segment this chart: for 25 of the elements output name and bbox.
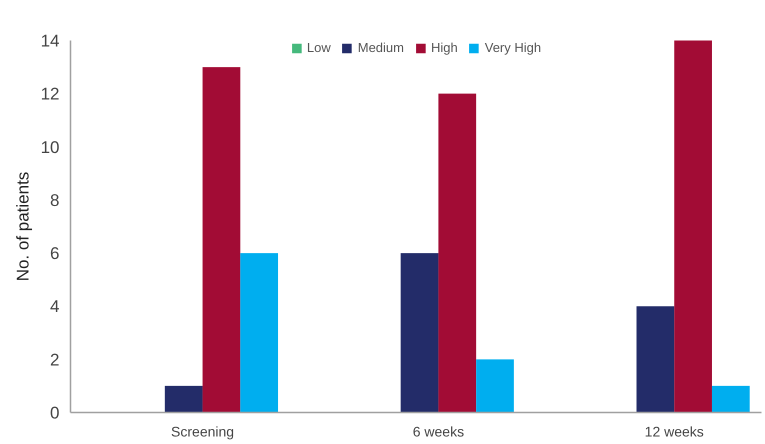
y-tick-label: 10 [40, 138, 60, 157]
y-axis-title: No. of patients [14, 172, 33, 282]
bar [202, 67, 240, 412]
legend-label: Low [306, 40, 331, 55]
y-tick-label: 12 [40, 84, 60, 104]
bar [240, 253, 278, 412]
y-tick-label: 8 [50, 190, 60, 210]
bar [476, 359, 514, 412]
y-tick-label: 0 [50, 404, 60, 422]
bar [674, 40, 712, 412]
x-tick-label: Screening [171, 424, 234, 440]
bar [438, 94, 476, 412]
y-tick-label: 2 [50, 350, 60, 370]
y-tick-label: 14 [40, 32, 60, 50]
bar [164, 386, 203, 412]
bar [400, 253, 438, 412]
y-tick-label: 4 [50, 297, 60, 316]
legend-label: Medium [358, 40, 404, 55]
legend-label: Very High [484, 40, 542, 55]
y-tick-label: 6 [50, 244, 60, 264]
legend-label: High [430, 40, 458, 55]
bar [636, 306, 674, 412]
x-tick-label: 6 weeks [412, 424, 464, 440]
x-tick-label: 12 weeks [644, 424, 704, 440]
bar [712, 386, 750, 412]
